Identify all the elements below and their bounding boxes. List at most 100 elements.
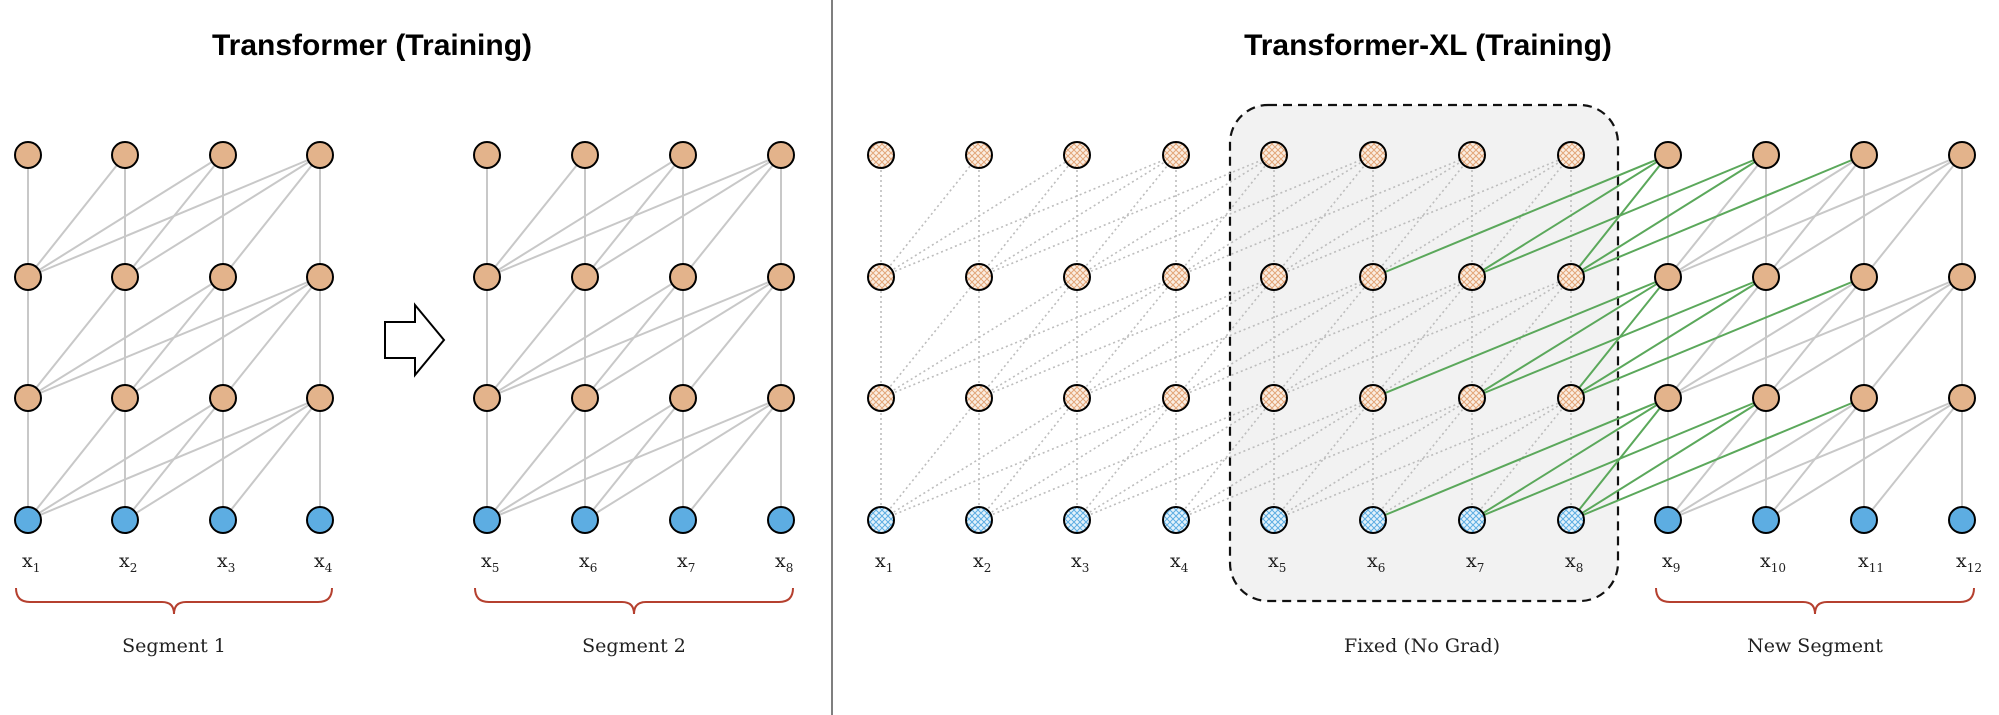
attention-edge [1273,276,1572,399]
hidden-node [1850,263,1878,291]
attention-edge [1076,154,1374,278]
attention-edge [124,397,321,521]
input-node [1752,506,1780,534]
hidden-node [571,263,599,291]
hidden-node [111,263,139,291]
new-segment-label: New Segment [1747,635,1883,657]
memory-attention-edge [1372,154,1669,278]
input-node [571,506,599,534]
token-label: x8 [775,550,793,575]
attention-edge [1076,397,1374,521]
attention-edge [27,276,126,399]
token-label: x6 [579,550,597,575]
cached-hidden-node [1557,263,1585,291]
attention-edge [1273,154,1473,278]
attention-edge [880,276,1078,399]
cached-input-node [1162,506,1190,534]
attention-edge [978,276,1177,399]
attention-edge [1273,276,1473,399]
attention-edge [1076,397,1275,521]
attention-edge [880,154,980,278]
segment-1-label: Segment 1 [122,635,226,657]
right-title: Transformer-XL (Training) [1244,29,1612,62]
attention-edge [880,154,1177,278]
attention-edge [27,154,321,278]
fixed-no-grad-label: Fixed (No Grad) [1344,635,1500,657]
attention-edge [1175,397,1473,521]
attention-edge [880,397,1078,521]
attention-edge [682,276,782,399]
hidden-node [209,384,237,412]
attention-edge [1273,397,1374,521]
token-label: x3 [1071,550,1089,575]
token-label: x5 [1268,550,1286,575]
hidden-node [767,141,795,169]
hidden-node [1752,141,1780,169]
hidden-node [14,263,42,291]
attention-edge [978,397,1177,521]
cached-hidden-node [965,141,993,169]
memory-attention-edge [1471,397,1669,521]
input-node [14,506,42,534]
hidden-node [473,263,501,291]
attention-edge [27,276,224,399]
attention-edge [682,397,782,521]
hidden-node [306,384,334,412]
attention-edge [222,154,321,278]
hidden-node [1948,141,1976,169]
input-node [1654,506,1682,534]
cached-input-node [1557,506,1585,534]
attention-edge [124,154,321,278]
attention-edge [124,276,321,399]
attention-edge [1273,276,1374,399]
attention-edge [1372,397,1473,521]
cached-hidden-node [1458,263,1486,291]
attention-edge [1667,154,1963,278]
attention-edge [1273,397,1473,521]
attention-edge [1175,154,1374,278]
attention-edge [1076,276,1374,399]
hidden-node [306,141,334,169]
attention-edge [222,276,321,399]
hidden-node [1850,141,1878,169]
attention-edge [1765,154,1963,278]
cached-input-node [1063,506,1091,534]
segment-brace [15,587,333,615]
attention-edge [1372,154,1473,278]
attention-edge [486,397,782,521]
hidden-node [14,384,42,412]
token-label: x8 [1565,550,1583,575]
attention-edge [1372,154,1572,278]
cached-input-node [1458,506,1486,534]
attention-edge [1765,276,1963,399]
attention-edge [1175,276,1473,399]
cached-hidden-node [965,384,993,412]
hidden-node [669,141,697,169]
hidden-node [1948,263,1976,291]
attention-edge [1175,154,1275,278]
memory-attention-edge [1570,154,1767,278]
attention-edge [1471,154,1572,278]
token-label: x9 [1662,550,1680,575]
memory-attention-edge [1471,397,1767,521]
cached-hidden-node [1359,263,1387,291]
segment-2-label: Segment 2 [582,635,686,657]
attention-edge [1863,397,1963,521]
cached-hidden-node [1063,263,1091,291]
attention-edge [1273,154,1374,278]
attention-edge [584,397,782,521]
memory-attention-edge [1570,397,1865,521]
cached-input-node [965,506,993,534]
attention-edge [682,154,782,278]
attention-edge [1076,154,1275,278]
attention-edge [880,276,1177,399]
cached-hidden-node [867,384,895,412]
cached-hidden-node [1063,141,1091,169]
hidden-node [669,263,697,291]
cached-hidden-node [1162,141,1190,169]
cached-hidden-node [1458,384,1486,412]
hidden-node [571,141,599,169]
hidden-node [209,263,237,291]
cached-input-node [867,506,895,534]
